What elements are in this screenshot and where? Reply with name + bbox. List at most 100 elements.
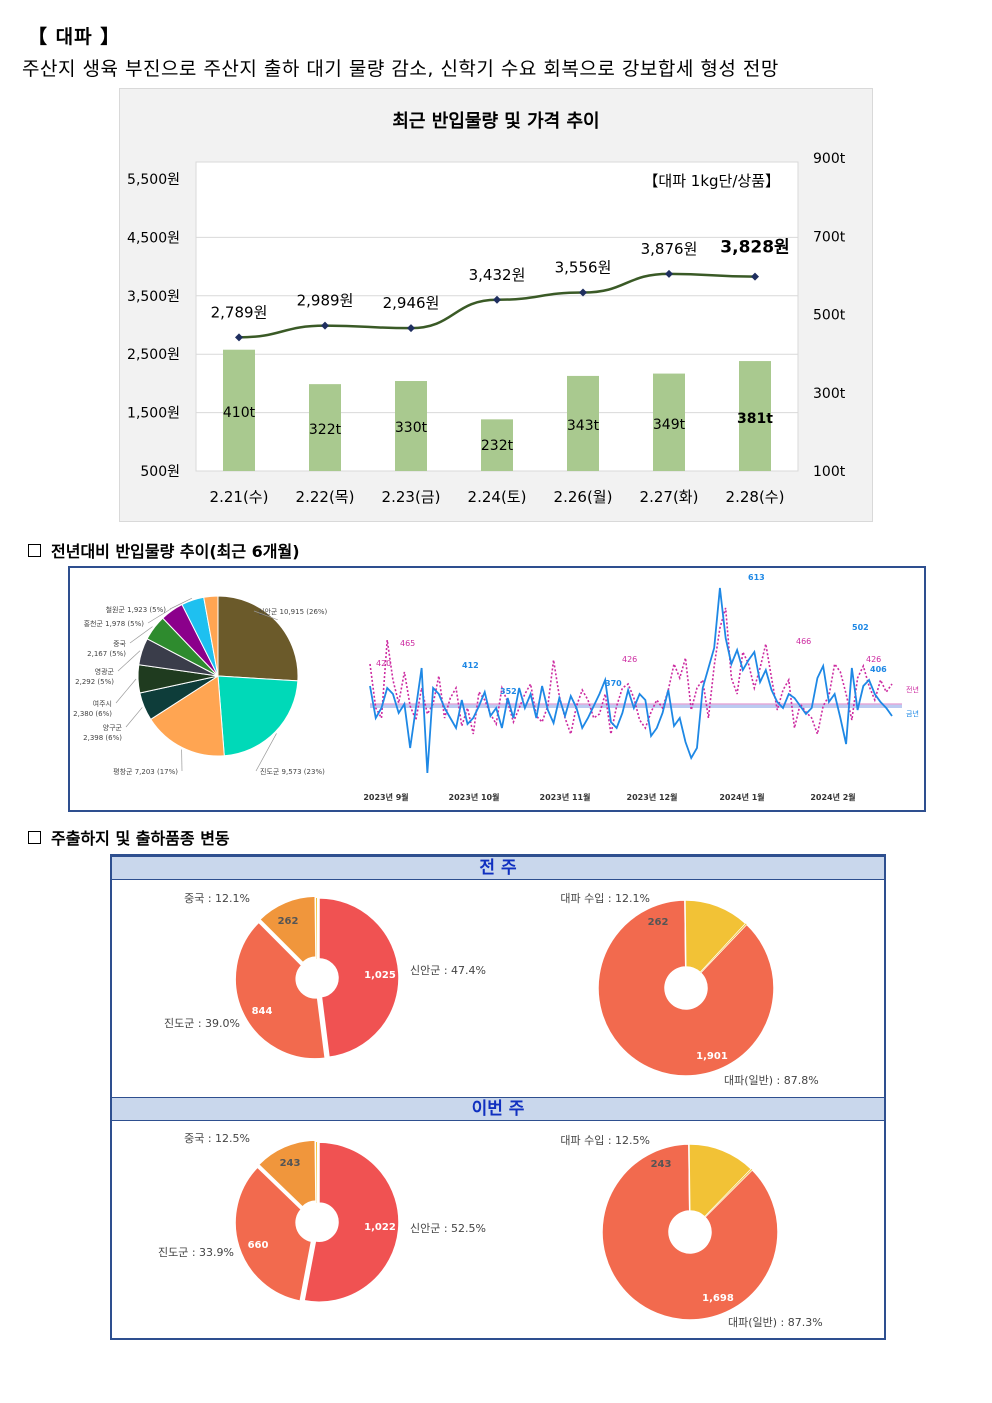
donut-label: 대파(일반) : 87.8% bbox=[724, 1073, 819, 1087]
volume-bar bbox=[395, 381, 427, 471]
right-tick-label: 900t bbox=[813, 151, 846, 167]
volume-data-label: 381t bbox=[737, 411, 773, 427]
price-data-label: 3,432원 bbox=[469, 266, 526, 284]
donut-value-label: 1,901 bbox=[696, 1051, 728, 1062]
month-tick-label: 2023년 9월 bbox=[363, 792, 408, 802]
price-data-label: 2,789원 bbox=[211, 303, 268, 321]
donut-slice bbox=[601, 1143, 779, 1321]
chart-title: 최근 반입물량 및 가격 추이 bbox=[392, 110, 599, 132]
donut-label: 중국 : 12.1% bbox=[184, 892, 250, 905]
month-tick-label: 2023년 12월 bbox=[627, 792, 678, 802]
price-data-label: 2,946원 bbox=[383, 294, 440, 312]
x-tick-label: 2.22(목) bbox=[296, 488, 355, 506]
shipping-donuts: 신안군 : 47.4% 진도군 : 39.0% 중국 : 12.1% 1,025 844… bbox=[158, 892, 823, 1329]
pie-label: 신안군 10,915 (26%) bbox=[258, 607, 328, 616]
month-tick-label: 2024년 1월 bbox=[719, 792, 764, 802]
donut-label: 중국 : 12.5% bbox=[184, 1132, 250, 1145]
pie-label: 2,292 (5%) bbox=[75, 678, 114, 686]
pie-label: 여주시 bbox=[93, 699, 112, 708]
pie-label: 양구군 bbox=[103, 724, 123, 732]
left-tick-label: 5,500원 bbox=[127, 172, 180, 188]
left-tick-label: 500원 bbox=[140, 464, 180, 480]
this-year-line bbox=[369, 587, 893, 774]
donut-value-label: 262 bbox=[648, 917, 669, 928]
donut-label: 대파(일반) : 87.3% bbox=[728, 1315, 823, 1329]
donut-slice bbox=[257, 1139, 317, 1209]
donut-label: 진도군 : 39.0% bbox=[164, 1017, 240, 1030]
donut-slice bbox=[234, 921, 327, 1060]
volume-bar bbox=[309, 384, 341, 471]
right-tick-label: 100t bbox=[813, 464, 846, 480]
pie-leader bbox=[253, 610, 278, 621]
volume-bar bbox=[223, 349, 255, 471]
price-data-label: 3,828원 bbox=[720, 238, 789, 258]
donut-slice bbox=[315, 1142, 317, 1204]
pie-label: 진도군 9,573 (23%) bbox=[260, 767, 325, 776]
pie-slice bbox=[203, 595, 219, 677]
line-data-label: 613 bbox=[748, 573, 765, 582]
donut-slice bbox=[303, 1141, 400, 1303]
left-tick-label: 4,500원 bbox=[127, 230, 180, 246]
donut-slice bbox=[258, 895, 317, 964]
donut-label: 진도군 : 33.9% bbox=[158, 1246, 234, 1259]
right-tick-label: 300t bbox=[813, 386, 846, 402]
series-label: 전년 bbox=[906, 685, 919, 694]
checkbox-square-icon bbox=[28, 544, 41, 557]
volume-data-label: 232t bbox=[481, 438, 514, 454]
line-data-label: 426 bbox=[622, 655, 637, 664]
pie-leader bbox=[147, 608, 171, 624]
line-data-label: 412 bbox=[462, 661, 479, 670]
section-yoy-title: 전년대비 반입물량 추이(최근 6개월) bbox=[28, 538, 300, 562]
donut-slice bbox=[318, 897, 400, 1059]
volume-data-label: 343t bbox=[567, 418, 600, 434]
x-tick-label: 2.26(월) bbox=[554, 488, 613, 506]
pie-slice bbox=[217, 595, 299, 682]
pie-label: 영광군 bbox=[95, 667, 115, 676]
x-tick-label: 2.27(화) bbox=[640, 488, 699, 506]
pie-label: 2,167 (5%) bbox=[87, 650, 126, 658]
month-tick-label: 2023년 11월 bbox=[540, 792, 591, 802]
summary-text: 주산지 생육 부진으로 주산지 출하 대기 물량 감소, 신학기 수요 회복으로… bbox=[22, 58, 779, 80]
x-tick-label: 2.21(수) bbox=[210, 488, 269, 506]
volume-bar bbox=[567, 375, 599, 471]
pie-label: 2,398 (6%) bbox=[83, 734, 122, 742]
pie-label: 홍천군 1,978 (5%) bbox=[84, 619, 145, 628]
price-marker bbox=[751, 272, 759, 281]
series-label: 금년 bbox=[906, 709, 919, 718]
price-data-label: 3,556원 bbox=[555, 259, 612, 277]
donut-label: 신안군 : 47.4% bbox=[410, 964, 486, 977]
pie-label: 평창군 7,203 (17%) bbox=[113, 767, 178, 776]
yoy-panel: 신안군 10,915 (26%) 진도군 9,573 (23%) 평창군 7,203… bbox=[68, 566, 926, 812]
prev-week-band: 전 주 bbox=[112, 856, 884, 880]
pie-leader bbox=[117, 650, 141, 672]
price-marker bbox=[493, 295, 501, 304]
pie-label: 철원군 1,923 (5%) bbox=[106, 605, 167, 614]
left-tick-label: 1,500원 bbox=[127, 406, 180, 422]
price-marker bbox=[235, 333, 243, 342]
checkbox-square-icon bbox=[28, 831, 41, 844]
donut-slice bbox=[700, 923, 747, 973]
yoy-charts: 신안군 10,915 (26%) 진도군 9,573 (23%) 평창군 7,203… bbox=[73, 573, 919, 802]
line-data-label: 406 bbox=[870, 665, 887, 674]
price-data-label: 3,876원 bbox=[641, 240, 698, 258]
donut-slice bbox=[688, 1143, 753, 1219]
left-tick-label: 3,500원 bbox=[127, 289, 180, 305]
price-marker bbox=[579, 288, 587, 297]
volume-data-label: 410t bbox=[223, 405, 256, 421]
right-tick-label: 700t bbox=[813, 229, 846, 245]
donut-value-label: 243 bbox=[280, 1158, 301, 1169]
unit-label: 【대파 1kg단/상품】 bbox=[643, 172, 780, 190]
line-data-label: 420 bbox=[376, 659, 391, 668]
volume-bar bbox=[653, 373, 685, 471]
volume-data-label: 322t bbox=[309, 422, 342, 438]
donut-value-label: 1,698 bbox=[702, 1293, 734, 1304]
price-marker bbox=[321, 321, 329, 330]
donut-slice bbox=[684, 899, 747, 974]
volume-data-label: 330t bbox=[395, 420, 428, 436]
line-data-label: 370 bbox=[605, 679, 622, 688]
donut-slice bbox=[315, 898, 317, 960]
donut-slice bbox=[234, 1166, 313, 1303]
volume-data-label: 349t bbox=[653, 417, 686, 433]
price-volume-chart-panel: 최근 반입물량 및 가격 추이 【대파 1kg단/상품】 5,500원 4,500원 3… bbox=[119, 88, 873, 522]
donut-label: 신안군 : 52.5% bbox=[410, 1222, 486, 1235]
